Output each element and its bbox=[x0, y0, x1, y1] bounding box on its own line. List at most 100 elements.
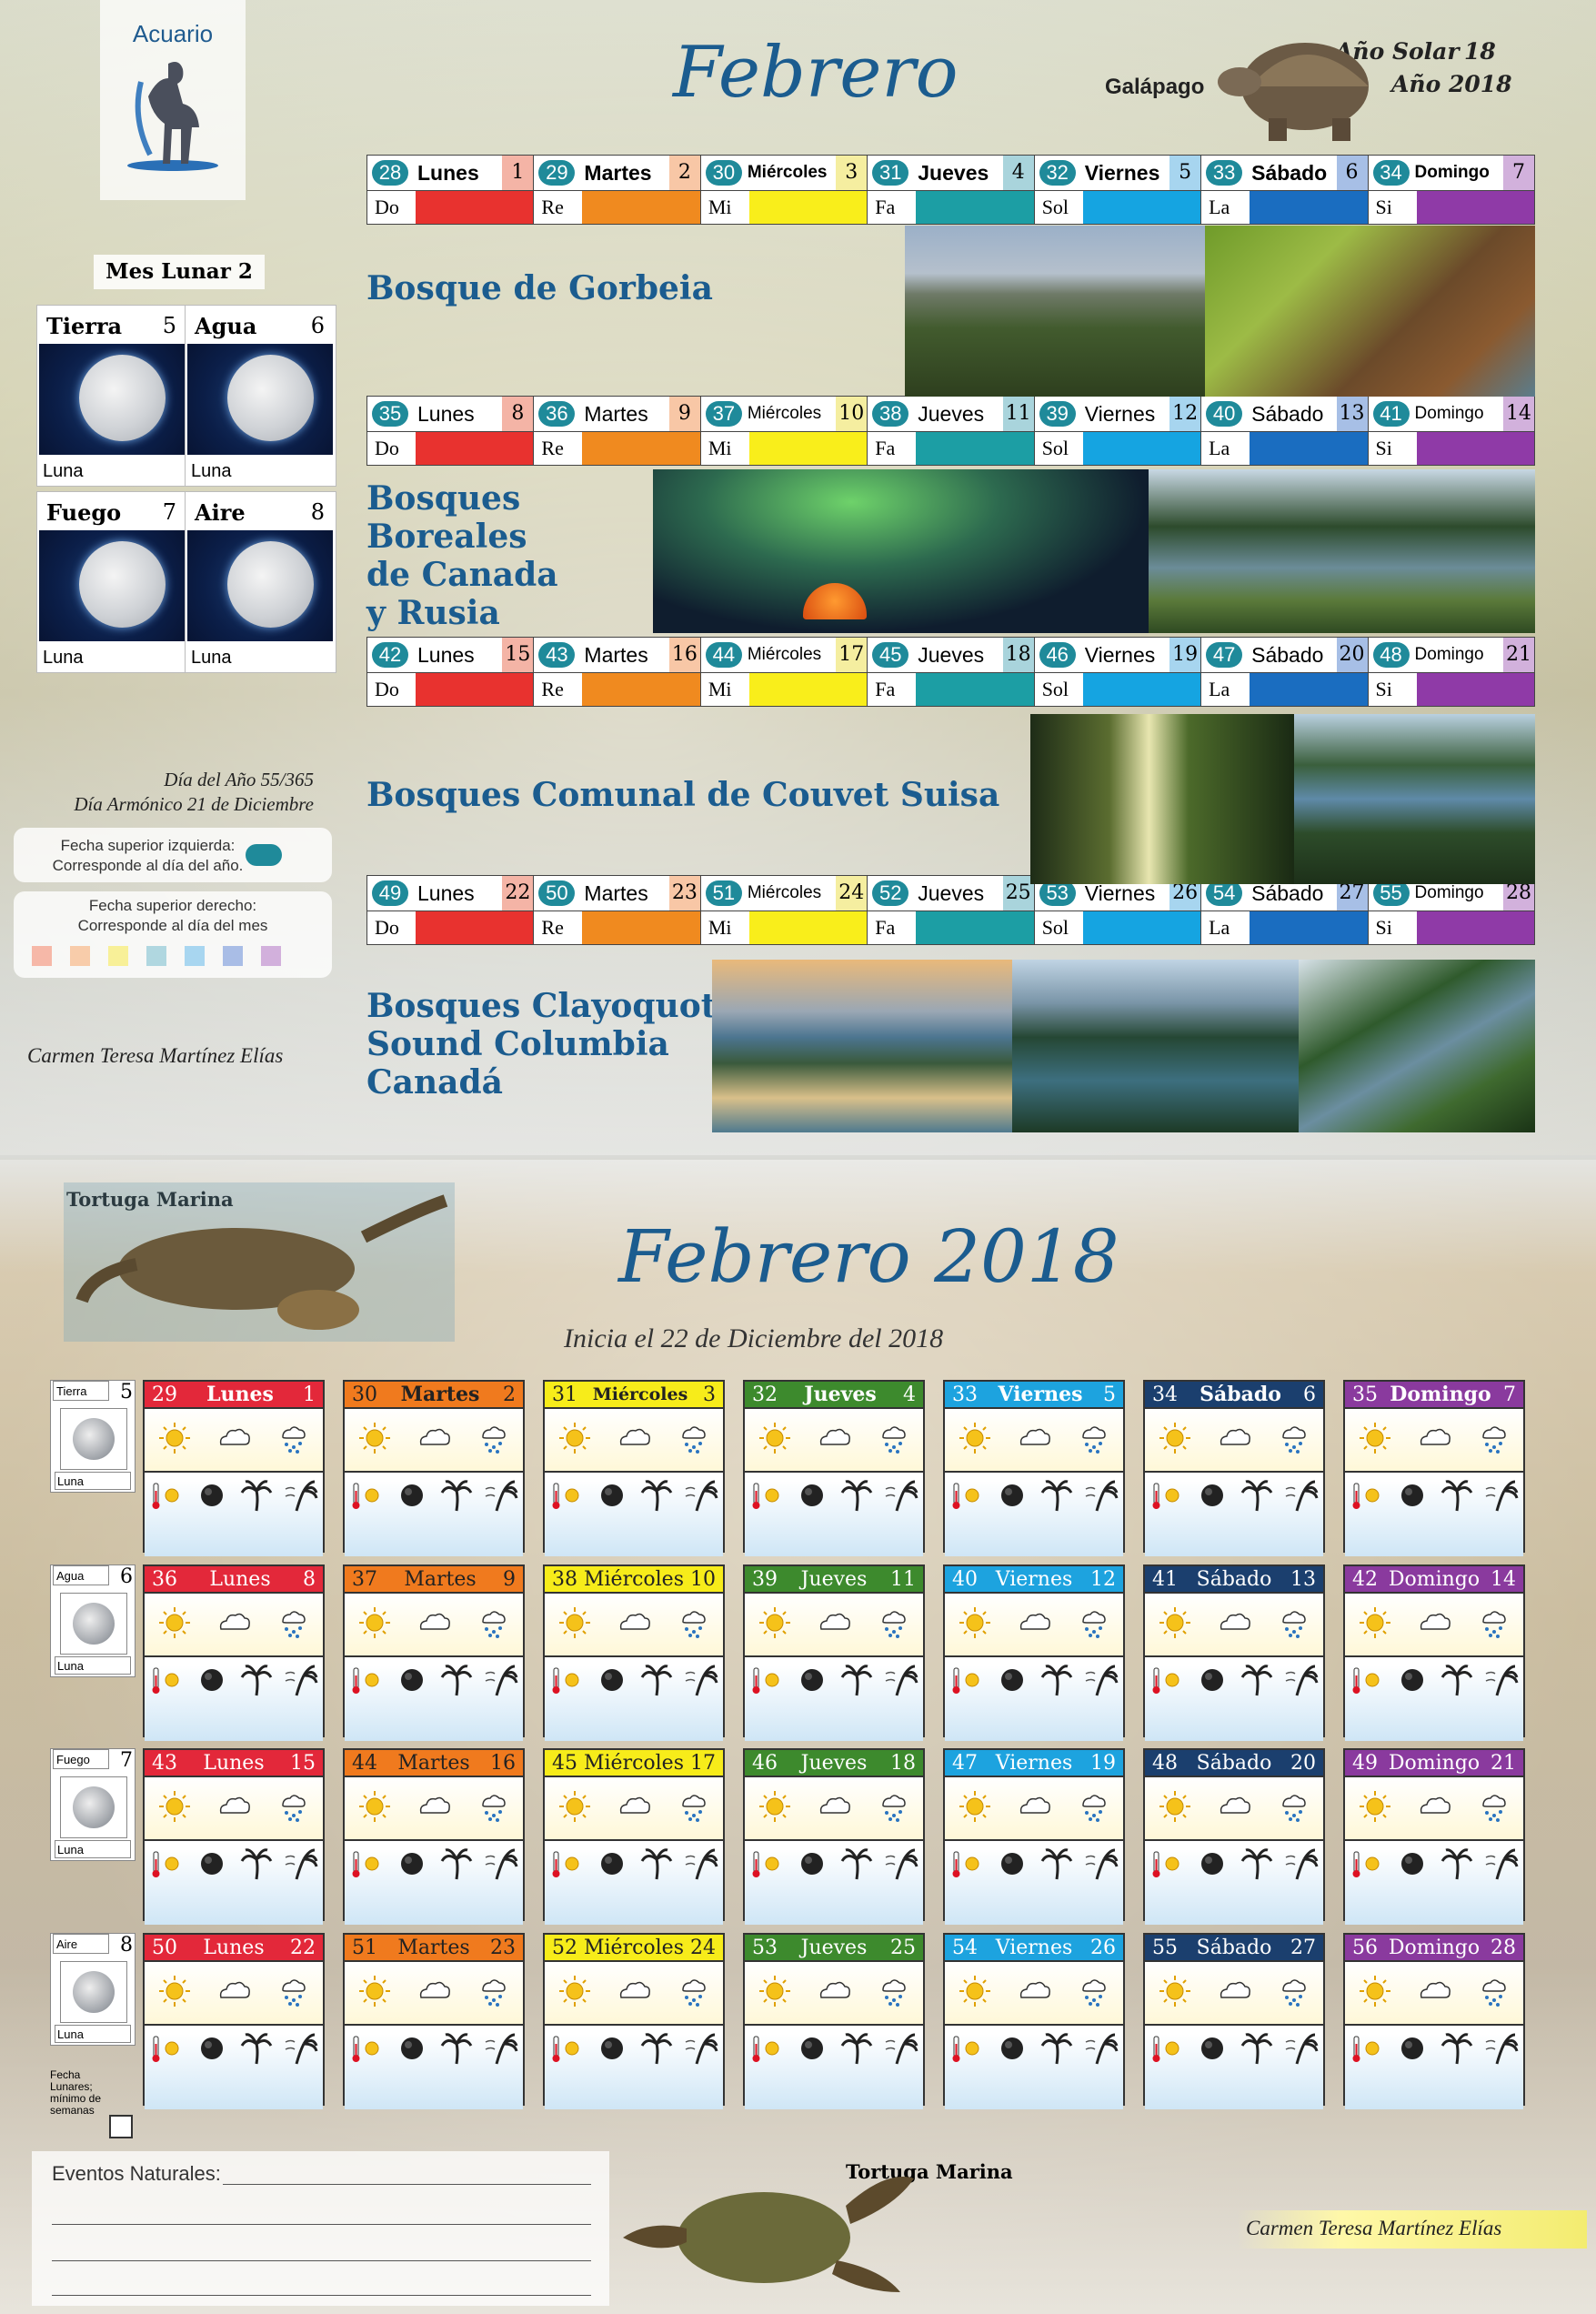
wind-palm-icon[interactable] bbox=[484, 1478, 518, 1516]
wind-palm-icon[interactable] bbox=[484, 2031, 518, 2069]
palm-icon[interactable] bbox=[439, 1846, 474, 1885]
moon-icon[interactable] bbox=[1395, 1846, 1430, 1885]
sun-icon[interactable] bbox=[758, 1605, 792, 1644]
day-header[interactable]: 46 Viernes 19 bbox=[1035, 638, 1202, 672]
day-card[interactable]: 53 Jueves 25 bbox=[743, 1933, 925, 2109]
cloud-icon[interactable] bbox=[1217, 1421, 1251, 1459]
day-card[interactable]: 33 Viernes 5 bbox=[943, 1380, 1125, 1556]
palm-icon[interactable] bbox=[1240, 1663, 1274, 1701]
event-line[interactable] bbox=[52, 2224, 591, 2225]
day-header[interactable]: 38 Jueves 11 bbox=[868, 397, 1035, 431]
event-line[interactable] bbox=[223, 2184, 591, 2185]
cloud-icon[interactable] bbox=[617, 1421, 651, 1459]
note-cell[interactable]: Sol bbox=[1035, 191, 1202, 224]
note-cell[interactable]: Si bbox=[1369, 673, 1534, 706]
wind-palm-icon[interactable] bbox=[884, 1478, 918, 1516]
thermometer-sun-icon[interactable] bbox=[950, 1846, 985, 1885]
cloud-icon[interactable] bbox=[216, 1605, 251, 1644]
moon-icon[interactable] bbox=[995, 1478, 1029, 1516]
wind-palm-icon[interactable] bbox=[284, 1478, 318, 1516]
sun-icon[interactable] bbox=[958, 1789, 992, 1827]
moon-icon[interactable] bbox=[1195, 2031, 1230, 2069]
sun-icon[interactable] bbox=[557, 1605, 592, 1644]
day-header[interactable]: 53 Viernes 26 bbox=[1035, 876, 1202, 911]
note-cell[interactable]: Re bbox=[534, 911, 701, 944]
palm-icon[interactable] bbox=[1240, 2031, 1274, 2069]
day-header[interactable]: 29 Martes 2 bbox=[534, 156, 701, 190]
palm-icon[interactable] bbox=[839, 1663, 874, 1701]
rain-icon[interactable] bbox=[1276, 1605, 1310, 1644]
thermometer-sun-icon[interactable] bbox=[550, 1663, 585, 1701]
note-cell[interactable]: Do bbox=[367, 911, 535, 944]
cloud-icon[interactable] bbox=[216, 1974, 251, 2012]
thermometer-sun-icon[interactable] bbox=[750, 1478, 785, 1516]
note-cell[interactable]: La bbox=[1201, 432, 1369, 465]
day-card[interactable]: 50 Lunes 22 bbox=[143, 1933, 325, 2109]
note-cell[interactable]: La bbox=[1201, 911, 1369, 944]
moon-icon[interactable] bbox=[995, 1663, 1029, 1701]
day-header[interactable]: 42 Lunes 15 bbox=[367, 638, 535, 672]
rain-icon[interactable] bbox=[676, 1974, 710, 2012]
day-card[interactable]: 41 Sábado 13 bbox=[1143, 1564, 1325, 1741]
wind-palm-icon[interactable] bbox=[1284, 2031, 1319, 2069]
cloud-icon[interactable] bbox=[1417, 1974, 1451, 2012]
sun-icon[interactable] bbox=[1158, 1605, 1192, 1644]
palm-icon[interactable] bbox=[239, 2031, 274, 2069]
sun-icon[interactable] bbox=[1358, 1789, 1392, 1827]
moon-icon[interactable] bbox=[595, 2031, 629, 2069]
sun-icon[interactable] bbox=[758, 1789, 792, 1827]
thermometer-sun-icon[interactable] bbox=[550, 1478, 585, 1516]
sun-icon[interactable] bbox=[157, 1974, 192, 2012]
rain-icon[interactable] bbox=[476, 1974, 510, 2012]
note-cell[interactable]: Mi bbox=[701, 673, 868, 706]
thermometer-sun-icon[interactable] bbox=[550, 1846, 585, 1885]
weeks-checkbox[interactable] bbox=[109, 2115, 133, 2138]
thermometer-sun-icon[interactable] bbox=[750, 1846, 785, 1885]
day-header[interactable]: 41 Domingo 14 bbox=[1369, 397, 1534, 431]
day-card[interactable]: 47 Viernes 19 bbox=[943, 1748, 1125, 1925]
day-card[interactable]: 42 Domingo 14 bbox=[1343, 1564, 1525, 1741]
thermometer-sun-icon[interactable] bbox=[150, 1846, 185, 1885]
sun-icon[interactable] bbox=[758, 1421, 792, 1459]
day-card[interactable]: 44 Martes 16 bbox=[343, 1748, 525, 1925]
note-cell[interactable]: La bbox=[1201, 673, 1369, 706]
palm-icon[interactable] bbox=[1440, 2031, 1474, 2069]
day-header[interactable]: 51 Miércoles 24 bbox=[701, 876, 868, 911]
day-card[interactable]: 34 Sábado 6 bbox=[1143, 1380, 1325, 1556]
sun-icon[interactable] bbox=[958, 1421, 992, 1459]
cloud-icon[interactable] bbox=[1017, 1605, 1051, 1644]
palm-icon[interactable] bbox=[1039, 2031, 1074, 2069]
moon-icon[interactable] bbox=[595, 1663, 629, 1701]
palm-icon[interactable] bbox=[839, 2031, 874, 2069]
rain-icon[interactable] bbox=[476, 1421, 510, 1459]
moon-icon[interactable] bbox=[1195, 1478, 1230, 1516]
sun-icon[interactable] bbox=[1158, 1789, 1192, 1827]
cloud-icon[interactable] bbox=[417, 1605, 451, 1644]
note-cell[interactable]: Fa bbox=[868, 432, 1035, 465]
sun-icon[interactable] bbox=[758, 1974, 792, 2012]
cloud-icon[interactable] bbox=[817, 1974, 851, 2012]
day-header[interactable]: 47 Sábado 20 bbox=[1201, 638, 1369, 672]
moon-icon[interactable] bbox=[1395, 1663, 1430, 1701]
sun-icon[interactable] bbox=[1358, 1605, 1392, 1644]
cloud-icon[interactable] bbox=[216, 1789, 251, 1827]
moon-icon[interactable] bbox=[795, 1478, 829, 1516]
moon-icon[interactable] bbox=[395, 1663, 429, 1701]
moon-icon[interactable] bbox=[995, 1846, 1029, 1885]
wind-palm-icon[interactable] bbox=[1284, 1846, 1319, 1885]
day-card[interactable]: 46 Jueves 18 bbox=[743, 1748, 925, 1925]
rain-icon[interactable] bbox=[276, 1421, 310, 1459]
moon-icon[interactable] bbox=[195, 1846, 229, 1885]
palm-icon[interactable] bbox=[1240, 1478, 1274, 1516]
day-header[interactable]: 32 Viernes 5 bbox=[1035, 156, 1202, 190]
rain-icon[interactable] bbox=[876, 1974, 910, 2012]
thermometer-sun-icon[interactable] bbox=[1150, 1663, 1185, 1701]
cloud-icon[interactable] bbox=[817, 1605, 851, 1644]
day-header[interactable]: 50 Martes 23 bbox=[534, 876, 701, 911]
day-card[interactable]: 45 Miércoles 17 bbox=[543, 1748, 725, 1925]
moon-icon[interactable] bbox=[1195, 1663, 1230, 1701]
wind-palm-icon[interactable] bbox=[884, 2031, 918, 2069]
thermometer-sun-icon[interactable] bbox=[150, 1663, 185, 1701]
moon-icon[interactable] bbox=[395, 1478, 429, 1516]
rain-icon[interactable] bbox=[1476, 1605, 1511, 1644]
